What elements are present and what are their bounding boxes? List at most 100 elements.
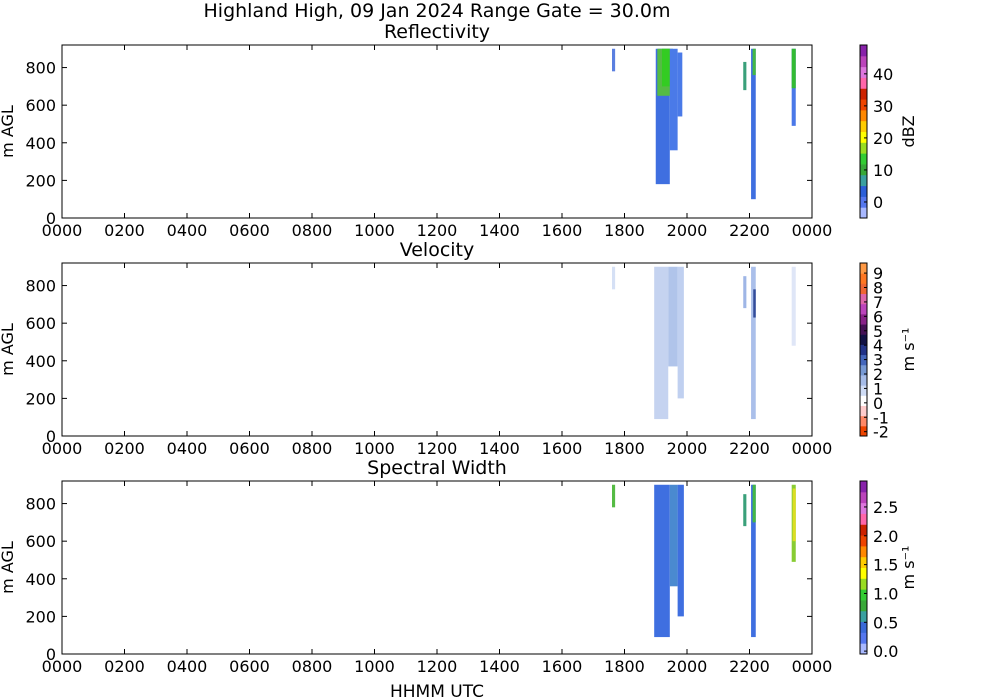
echo-0-7: [751, 48, 756, 200]
colorbar-segment: [860, 425, 867, 437]
colorbar-segment: [860, 263, 867, 274]
x-tick-label: 1000: [354, 439, 395, 458]
y-tick-label: 400: [25, 570, 56, 589]
figure-suptitle: Highland High, 09 Jan 2024 Range Gate = …: [204, 0, 671, 22]
y-tick-label: 200: [25, 171, 56, 190]
colorbar-tick-label: 2: [873, 365, 883, 384]
colorbar-segment: [860, 344, 867, 356]
colorbar-tick-label: 30: [873, 97, 893, 116]
colorbar-segment: [860, 621, 867, 633]
colorbar-segment: [860, 163, 867, 176]
colorbar-segment: [860, 395, 867, 406]
plot-frame: [61, 480, 813, 655]
colorbar-segment: [860, 385, 867, 396]
x-tick-label: 1400: [479, 657, 520, 676]
colorbar-segment: [860, 513, 867, 525]
colorbar-segment: [860, 567, 867, 579]
echo-1-6: [753, 289, 756, 318]
colorbar-segment: [860, 405, 867, 417]
colorbar-tick-label: 2.5: [873, 498, 898, 517]
x-tick-label: 2200: [729, 657, 770, 676]
colorbar-segment: [860, 120, 867, 132]
panel-title: Spectral Width: [367, 457, 507, 479]
x-tick-label: 1000: [354, 221, 395, 240]
y-axis-label: m AGL: [0, 105, 17, 158]
colorbar-tick-label: 0: [873, 394, 883, 413]
echo-1-0: [612, 266, 616, 290]
colorbar-segment: [860, 131, 867, 143]
x-tick-label: 0800: [292, 439, 333, 458]
echo-0-6: [743, 61, 747, 91]
y-tick-label: 600: [25, 96, 56, 115]
colorbar-frame: [859, 480, 868, 655]
x-tick-label: 1600: [542, 439, 583, 458]
colorbar-segment: [860, 196, 867, 208]
colorbar-segment: [860, 66, 867, 78]
x-tick-label: 2000: [667, 657, 708, 676]
x-tick-label: 0600: [229, 657, 270, 676]
panel-title: Velocity: [400, 239, 475, 261]
echo-2-4: [743, 494, 747, 527]
colorbar-segment: [860, 481, 867, 493]
colorbar-tick-label: 1: [873, 379, 883, 398]
echo-1-7: [791, 266, 796, 346]
y-tick-label: 600: [25, 532, 56, 551]
x-tick-label: 2200: [729, 221, 770, 240]
x-tick-label: 2000: [667, 221, 708, 240]
echo-2-0: [612, 484, 616, 508]
echo-2-2: [669, 484, 678, 587]
colorbar-segment: [860, 174, 867, 187]
x-tick-label: 0400: [167, 657, 208, 676]
colorbar-segment: [860, 632, 867, 644]
colorbar-segment: [860, 589, 867, 601]
x-tick-label: 1600: [542, 657, 583, 676]
colorbar-segment: [860, 524, 867, 536]
colorbar-segment: [860, 99, 867, 111]
echo-0-5: [677, 52, 683, 117]
x-tick-label: 2000: [667, 439, 708, 458]
x-tick-label: 0000: [42, 221, 83, 240]
panel-1: 0000 0200 0400 0600 0800 1000 1200 1400 1600 1800…: [0, 239, 918, 458]
colorbar-tick-label: 10: [873, 161, 893, 180]
colorbar-segment: [860, 535, 867, 547]
echo-1-3: [677, 266, 684, 399]
x-tick-label: 0000: [792, 439, 833, 458]
y-tick-label: 800: [25, 277, 56, 296]
echo-0-0: [612, 48, 616, 72]
colorbar-tick-label: 3: [873, 351, 883, 370]
colorbar-label: m s⁻¹: [899, 328, 918, 372]
y-tick-label: 400: [25, 352, 56, 371]
colorbar-segment: [860, 283, 867, 295]
echo-0-10: [791, 48, 796, 89]
panels-group: 0000 0200 0400 0600 0800 1000 1200 1400 1600 1800…: [0, 21, 918, 676]
colorbar-tick-label: 8: [873, 279, 883, 298]
x-tick-label: 0400: [167, 221, 208, 240]
echo-0-4: [669, 48, 678, 151]
y-tick-label: 600: [25, 314, 56, 333]
x-tick-label: 0000: [42, 439, 83, 458]
panel-2: 0000 0200 0400 0600 0800 1000 1200 1400 1600 1800…: [0, 457, 918, 676]
colorbar-segment: [860, 55, 867, 68]
x-tick-label: 1200: [417, 221, 458, 240]
colorbar-segment: [860, 77, 867, 89]
echo-1-5: [751, 266, 756, 420]
panel-title: Reflectivity: [384, 21, 490, 43]
colorbar-segment: [860, 364, 867, 376]
x-tick-label: 0600: [229, 439, 270, 458]
colorbar-segment: [860, 491, 867, 504]
y-tick-label: 200: [25, 389, 56, 408]
colorbar-segment: [860, 374, 867, 386]
echo-1-4: [743, 276, 747, 309]
colorbar-frame: [859, 44, 868, 219]
echo-2-3: [677, 484, 684, 617]
colorbar-tick-label: 0.0: [873, 642, 898, 661]
colorbar-segment: [860, 334, 867, 345]
colorbar-segment: [860, 354, 867, 366]
x-tick-label: 0800: [292, 657, 333, 676]
colorbar-label: dBZ: [899, 115, 918, 147]
colorbar-tick-label: -1: [873, 408, 889, 427]
x-tick-label: 0600: [229, 221, 270, 240]
x-tick-label: 0200: [104, 657, 145, 676]
colorbar-tick-label: 0: [873, 193, 883, 212]
